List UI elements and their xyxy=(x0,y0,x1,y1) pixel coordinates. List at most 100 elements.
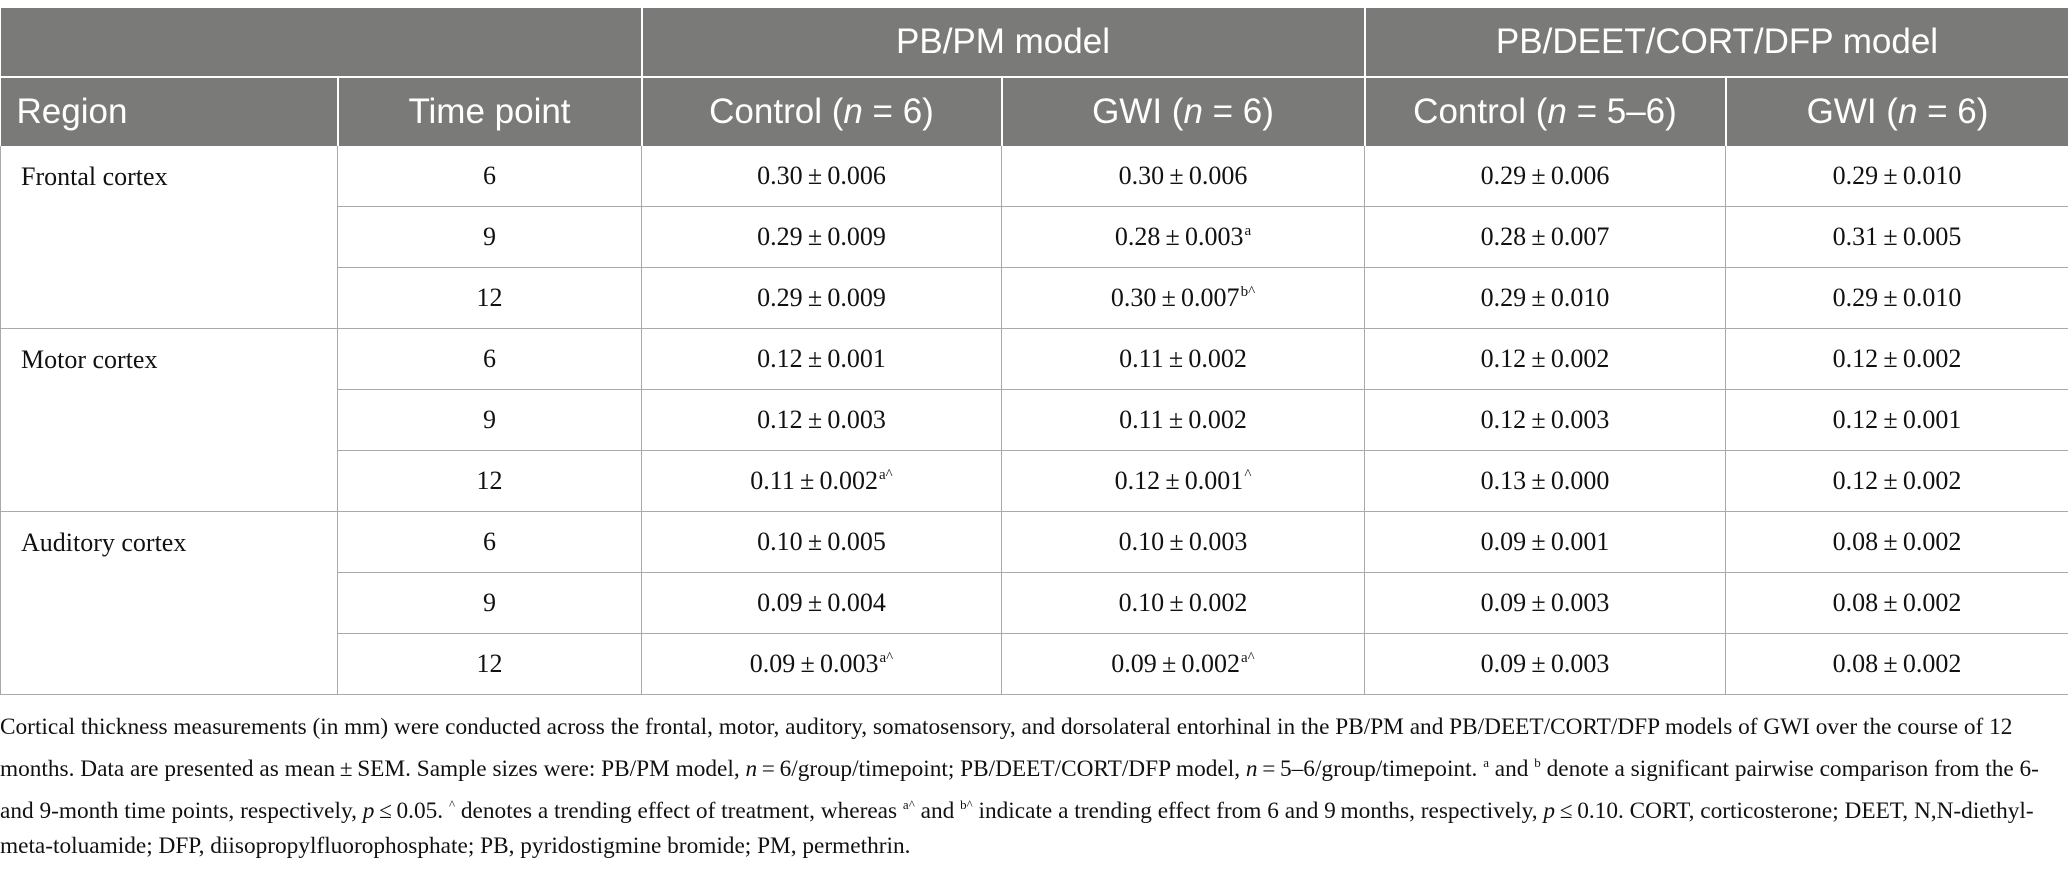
gwi-pbdeet-cell: 0.29 ± 0.010 xyxy=(1725,146,2068,207)
gwi-pbdeet-cell: 0.12 ± 0.001 xyxy=(1725,389,2068,451)
caption-p: p xyxy=(1543,797,1556,824)
cell-value: 0.10 ± 0.003 xyxy=(1118,527,1248,556)
time-point-cell: 6 xyxy=(337,511,642,573)
header-text: = 6) xyxy=(1202,92,1274,131)
cell-value: 6 xyxy=(483,527,496,556)
control-pbdeet-cell: 0.29 ± 0.010 xyxy=(1364,267,1726,329)
header-n: n xyxy=(1183,92,1203,131)
header-gwi-pbdeet: GWI (n = 6) xyxy=(1725,77,2068,146)
cell-value: 0.12 ± 0.003 xyxy=(757,405,886,434)
caption-p: p xyxy=(362,797,375,824)
caption-sup: b xyxy=(1534,755,1541,770)
cell-value: 0.08 ± 0.002 xyxy=(1832,588,1962,617)
caption-text: denotes a trending effect of treatment, … xyxy=(455,797,903,824)
header-n: n xyxy=(843,92,863,131)
cell-value: 0.30 ± 0.006 xyxy=(1118,161,1248,190)
header-pbdeet-model: PB/DEET/CORT/DFP model xyxy=(1364,8,2068,78)
table-container: PB/PM model PB/DEET/CORT/DFP model Regio… xyxy=(0,8,2068,695)
gwi-pbpm-cell: 0.11 ± 0.002 xyxy=(1001,389,1365,451)
caption-text: ≤ 0.10. CORT, corticosterone; DEET, N,N-… xyxy=(0,797,2034,859)
cell-value: 0.29 ± 0.010 xyxy=(1480,283,1610,312)
time-point-cell: 9 xyxy=(337,206,642,268)
table-row: Auditory cortex 6 0.10 ± 0.005 0.10 ± 0.003… xyxy=(0,511,2068,695)
caption-sup: a xyxy=(1483,755,1489,770)
table-row: Motor cortex 6 0.12 ± 0.001 0.11 ± 0.002 0.1… xyxy=(0,328,2068,512)
control-pbpm-cell: 0.12 ± 0.003 xyxy=(641,389,1002,451)
caption-text: = 5–6/group/timepoint. xyxy=(1257,755,1484,782)
cell-value: 0.30 ± 0.007 xyxy=(1110,283,1240,312)
cell-value: 0.29 ± 0.010 xyxy=(1832,283,1962,312)
control-pbdeet-cell: 0.28 ± 0.007 xyxy=(1364,206,1726,268)
table-row: 12 0.11 ± 0.002a^ 0.12 ± 0.001^ 0.13 ± 0.00… xyxy=(1,450,2068,512)
control-pbpm-cell: 0.29 ± 0.009 xyxy=(641,267,1002,329)
cell-footnote: ^ xyxy=(1244,467,1252,483)
header-control-pbpm: Control (n = 6) xyxy=(641,77,1003,146)
control-pbpm-cell: 0.12 ± 0.001 xyxy=(641,328,1002,390)
cell-value: 9 xyxy=(483,405,496,434)
table-row: 9 0.09 ± 0.004 0.10 ± 0.002 0.09 ± 0.003 0.0… xyxy=(1,572,2068,634)
caption-text: ≤ 0.05. xyxy=(374,797,449,824)
cell-value: 0.13 ± 0.000 xyxy=(1480,466,1610,495)
cell-value: 0.12 ± 0.001 xyxy=(757,344,886,373)
cell-value: 0.29 ± 0.009 xyxy=(757,283,886,312)
time-point-cell: 12 xyxy=(337,633,642,695)
caption-sup: a^ xyxy=(902,796,915,812)
control-pbpm-cell: 0.09 ± 0.003a^ xyxy=(641,633,1002,695)
region-cell: Frontal cortex xyxy=(0,146,338,329)
cell-footnote: a^ xyxy=(1240,650,1255,666)
cell-value: 0.12 ± 0.001 xyxy=(1114,466,1244,495)
cell-value: 12 xyxy=(476,283,503,312)
header-text: GWI ( xyxy=(1806,92,1898,131)
control-pbpm-cell: 0.09 ± 0.004 xyxy=(641,572,1002,634)
header-text: Control ( xyxy=(1413,92,1548,131)
table-caption: Cortical thickness measurements (in mm) … xyxy=(0,710,2060,864)
gwi-pbpm-cell: 0.09 ± 0.002a^ xyxy=(1001,633,1365,695)
cell-value: 0.12 ± 0.002 xyxy=(1480,344,1610,373)
cell-value: 0.09 ± 0.003 xyxy=(1480,649,1610,678)
gwi-pbdeet-cell: 0.12 ± 0.002 xyxy=(1725,450,2068,512)
cell-value: 0.10 ± 0.002 xyxy=(1118,588,1248,617)
cell-value: 6 xyxy=(483,344,496,373)
header-text: = 6) xyxy=(1917,92,1989,131)
caption-text: and xyxy=(1488,755,1535,782)
gwi-pbdeet-cell: 0.29 ± 0.010 xyxy=(1725,267,2068,329)
cell-value: 0.08 ± 0.002 xyxy=(1832,649,1962,678)
cell-value: 0.09 ± 0.002 xyxy=(1111,649,1240,678)
header-column-row: Region Time point Control (n = 6) GWI (n… xyxy=(0,77,2068,146)
cell-value: 0.30 ± 0.006 xyxy=(757,161,886,190)
control-pbpm-cell: 0.29 ± 0.009 xyxy=(641,206,1002,268)
gwi-pbdeet-cell: 0.31 ± 0.005 xyxy=(1725,206,2068,268)
time-point-cell: 12 xyxy=(337,267,642,329)
cell-value: 0.09 ± 0.001 xyxy=(1480,527,1610,556)
cell-value: 9 xyxy=(483,222,496,251)
header-gwi-pbpm: GWI (n = 6) xyxy=(1001,77,1366,146)
table-row: Frontal cortex 6 0.30 ± 0.006 0.30 ± 0.006 0… xyxy=(0,146,2068,329)
cell-value: 0.09 ± 0.004 xyxy=(757,588,886,617)
cell-value: 0.29 ± 0.009 xyxy=(757,222,886,251)
table-row: 12 0.29 ± 0.009 0.30 ± 0.007b^ 0.29 ± 0.010… xyxy=(1,267,2068,329)
gwi-pbpm-cell: 0.28 ± 0.003a xyxy=(1001,206,1365,268)
cell-value: 0.09 ± 0.003 xyxy=(1480,588,1610,617)
gwi-pbdeet-cell: 0.08 ± 0.002 xyxy=(1725,511,2068,573)
time-point-cell: 9 xyxy=(337,389,642,451)
cell-value: 9 xyxy=(483,588,496,617)
gwi-pbdeet-cell: 0.12 ± 0.002 xyxy=(1725,328,2068,390)
gwi-pbpm-cell: 0.12 ± 0.001^ xyxy=(1001,450,1365,512)
header-n: n xyxy=(1547,92,1567,131)
header-blank xyxy=(0,8,643,78)
control-pbdeet-cell: 0.09 ± 0.003 xyxy=(1364,572,1726,634)
cell-value: 0.12 ± 0.001 xyxy=(1832,405,1962,434)
cell-value: 0.28 ± 0.003 xyxy=(1114,222,1244,251)
cell-value: 0.29 ± 0.010 xyxy=(1832,161,1962,190)
gwi-pbpm-cell: 0.30 ± 0.007b^ xyxy=(1001,267,1365,329)
cell-value: 0.12 ± 0.003 xyxy=(1480,405,1610,434)
gwi-pbpm-cell: 0.11 ± 0.002 xyxy=(1001,328,1365,390)
cell-value: 0.31 ± 0.005 xyxy=(1832,222,1962,251)
gwi-pbdeet-cell: 0.08 ± 0.002 xyxy=(1725,633,2068,695)
header-n: n xyxy=(1897,92,1918,131)
header-region: Region xyxy=(0,77,339,146)
cell-footnote: a xyxy=(1244,223,1252,239)
header-text: = 6) xyxy=(862,92,934,131)
cell-value: 12 xyxy=(476,466,503,495)
cell-value: 0.09 ± 0.003 xyxy=(749,649,879,678)
